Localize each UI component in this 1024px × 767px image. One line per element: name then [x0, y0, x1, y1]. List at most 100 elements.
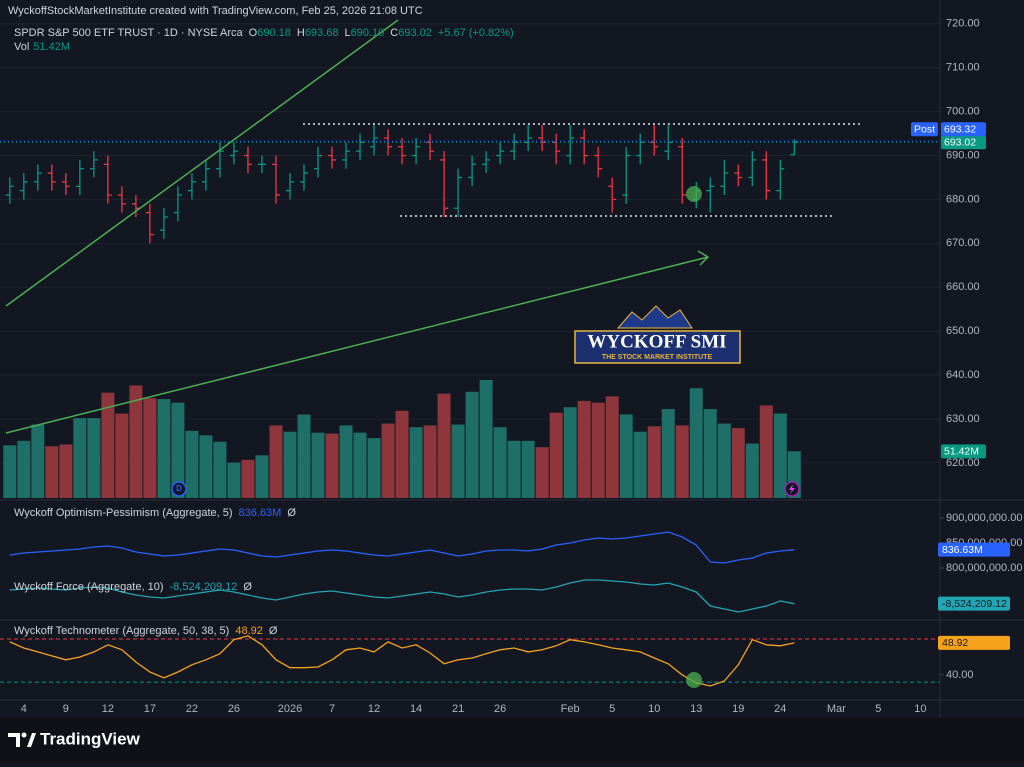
volume-bar [353, 432, 367, 498]
x-tick-label: 2026 [278, 703, 302, 715]
trend-line [5, 19, 399, 307]
logo: WYCKOFF SMI THE STOCK MARKET INSTITUTE [574, 305, 741, 364]
footer-logo-mark [8, 733, 20, 747]
volume-bar [549, 412, 563, 498]
volume-bar [535, 447, 549, 498]
x-tick-label: Mar [827, 703, 846, 715]
x-tick-label: 12 [368, 703, 380, 715]
price-label: 693.02 [944, 137, 976, 149]
indicator-current: -8,524,209.12 [169, 581, 237, 593]
price-label-bg [941, 122, 986, 137]
x-tick-label: 14 [410, 703, 422, 715]
pane-title-text: Wyckoff Technometer (Aggregate, 50, 38, … [14, 625, 229, 637]
volume-bar [703, 409, 717, 498]
volume-bar [507, 440, 521, 498]
volume-bar [465, 391, 479, 498]
volume-label: 51.42M [944, 446, 979, 458]
x-tick-label: 5 [609, 703, 615, 715]
y-tick-label: 670.00 [946, 237, 980, 249]
logo-title: WYCKOFF SMI [587, 331, 726, 352]
volume-bar [689, 388, 703, 498]
indicator-line [9, 531, 795, 564]
volume-bar [479, 380, 493, 498]
x-tick-label: 21 [452, 703, 464, 715]
x-tick-label: 10 [914, 703, 926, 715]
footer-brand: TradingView [40, 729, 141, 748]
pane-title-text: Vol [14, 41, 29, 53]
indicator-status: Ø [269, 625, 278, 637]
volume-bar [619, 414, 633, 498]
y-tick-label: 660.00 [946, 281, 980, 293]
volume-bar [241, 459, 255, 498]
symbol-legend: SPDR S&P 500 ETF TRUST · 1D · NYSE Arca O… [14, 27, 514, 39]
price-label-bg [941, 135, 986, 150]
price-label-name: Post [914, 124, 935, 136]
legend-change: +5.67 (+0.82%) [438, 27, 514, 39]
x-tick-label: 19 [732, 703, 744, 715]
dividend-icon[interactable] [171, 481, 187, 497]
price-label: 693.32 [944, 124, 976, 136]
legend-value: 690.18 [257, 27, 291, 39]
y-tick-label: 690.00 [946, 149, 980, 161]
legend-key: H [297, 27, 305, 39]
volume-bar [395, 410, 409, 498]
indicator-line [9, 579, 795, 613]
volume-bar [493, 427, 507, 498]
y-tick-label: 900,000,000.00 [946, 512, 1022, 524]
volume-bar [605, 396, 619, 498]
y-tick-label: 650.00 [946, 325, 980, 337]
legend-key: C [390, 27, 398, 39]
volume-bar [367, 438, 381, 498]
y-tick-label: 40.00 [946, 669, 974, 681]
volume-bar [17, 440, 31, 498]
footer-logo: TradingView [8, 729, 141, 748]
labels-layer: 620.00 630.00 640.00 650.00 660.00 670.00 680.… [14, 18, 1022, 715]
pane-title-text: Wyckoff Force (Aggregate, 10) [14, 581, 163, 593]
volume-bar [577, 400, 591, 498]
symbol-title: SPDR S&P 500 ETF TRUST · 1D · NYSE Arca [14, 27, 244, 39]
volume-bar [339, 425, 353, 498]
y-tick-label: 630.00 [946, 413, 980, 425]
y-tick-label: 640.00 [946, 369, 980, 381]
pane-title: Vol 51.42M [14, 41, 70, 53]
y-tick-label: 710.00 [946, 62, 980, 74]
earnings-bolt [789, 484, 795, 494]
y-tick-label: 720.00 [946, 18, 980, 30]
legend-key: L [344, 27, 350, 39]
volume-bar [773, 413, 787, 498]
volume-bar [45, 446, 59, 498]
volume-bar [87, 418, 101, 498]
volume-bar [675, 425, 689, 498]
volume-bar [409, 427, 423, 498]
y-tick-label: 700.00 [946, 106, 980, 118]
volume-bar [73, 418, 87, 498]
volume-bar [101, 392, 115, 498]
logo-box [574, 330, 741, 364]
x-tick-label: 13 [690, 703, 702, 715]
pane-title: Wyckoff Optimism-Pessimism (Aggregate, 5… [14, 507, 296, 519]
x-tick-label: 12 [102, 703, 114, 715]
x-tick-label: 26 [494, 703, 506, 715]
indicator-line [9, 635, 795, 687]
volume-bar [717, 423, 731, 498]
volume-bar [297, 414, 311, 498]
legend-value: 693.68 [305, 27, 339, 39]
indicator-current: 836.63M [239, 507, 282, 519]
volume-bar [143, 398, 157, 498]
x-tick-label: 22 [186, 703, 198, 715]
indicator-status: Ø [287, 507, 296, 519]
indicator-current: 48.92 [235, 625, 263, 637]
volume-bar [185, 430, 199, 498]
footer [0, 718, 1024, 762]
x-tick-label: 5 [875, 703, 881, 715]
indicator-status: Ø [243, 581, 252, 593]
volume-bar [171, 402, 185, 498]
highlight-circle [686, 672, 702, 688]
x-tick-label: Feb [561, 703, 580, 715]
volume-bar [213, 441, 227, 498]
volume-bar [325, 433, 339, 498]
legend-value: 690.10 [351, 27, 385, 39]
volume-bar [563, 407, 577, 498]
